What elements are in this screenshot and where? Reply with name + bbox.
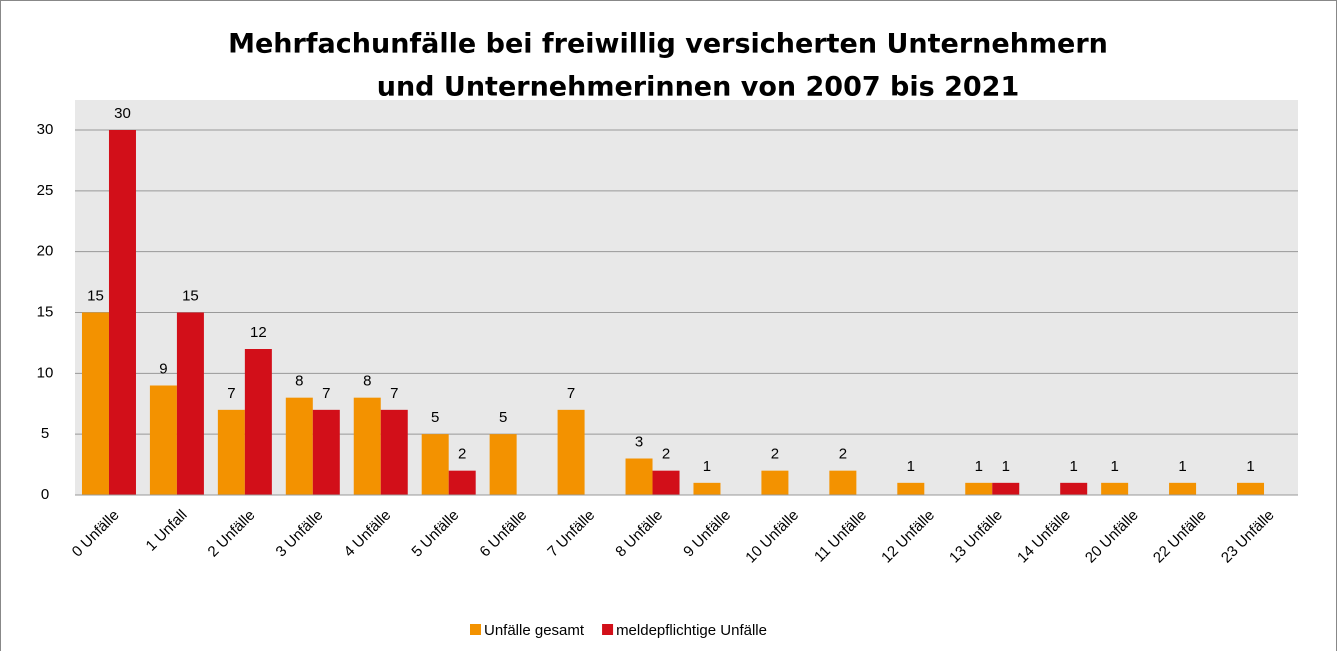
bar [625, 458, 653, 495]
legend-swatch [602, 624, 614, 635]
bar [992, 482, 1020, 495]
bar [557, 409, 585, 495]
bar [312, 409, 340, 495]
value-label: 1 [1002, 458, 1010, 475]
bar [217, 409, 245, 495]
y-tick-label: 5 [41, 425, 49, 442]
bar [176, 312, 204, 495]
value-label: 1 [1178, 458, 1186, 475]
bar [1169, 482, 1197, 495]
value-label: 12 [250, 324, 267, 341]
value-label: 8 [295, 373, 303, 390]
value-label: 1 [1246, 458, 1254, 475]
value-label: 7 [322, 385, 330, 402]
bar [1101, 482, 1129, 495]
value-label: 15 [182, 287, 199, 304]
legend-label: meldepflichtige Unfälle [616, 622, 767, 639]
value-label: 15 [87, 287, 104, 304]
value-label: 1 [907, 458, 915, 475]
value-label: 2 [458, 446, 466, 463]
bar [965, 482, 993, 495]
bar [761, 470, 789, 495]
bar [693, 482, 721, 495]
y-tick-label: 15 [37, 303, 54, 320]
value-label: 1 [1110, 458, 1118, 475]
value-label: 5 [431, 409, 439, 426]
y-tick-label: 25 [37, 182, 54, 199]
bar [1237, 482, 1265, 495]
bar [81, 312, 109, 495]
bar [149, 385, 177, 495]
bar [829, 470, 857, 495]
value-label: 8 [363, 373, 371, 390]
bar [380, 409, 408, 495]
value-label: 2 [771, 446, 779, 463]
chart-title: und Unternehmerinnen von 2007 bis 2021 [377, 72, 1020, 103]
y-tick-label: 10 [37, 364, 54, 381]
bar [1060, 482, 1088, 495]
bar [353, 397, 381, 495]
bar [285, 397, 313, 495]
bar [897, 482, 925, 495]
value-label: 2 [839, 446, 847, 463]
bar [244, 349, 272, 495]
legend-label: Unfälle gesamt [484, 622, 585, 639]
value-label: 7 [567, 385, 575, 402]
value-label: 1 [975, 458, 983, 475]
value-label: 2 [662, 446, 670, 463]
value-label: 3 [635, 433, 643, 450]
value-label: 1 [1070, 458, 1078, 475]
legend-swatch [470, 624, 481, 635]
y-tick-label: 0 [41, 486, 49, 503]
y-tick-label: 30 [37, 121, 54, 138]
bar [448, 470, 476, 495]
chart-title: Mehrfachunfälle bei freiwillig versicher… [228, 29, 1108, 60]
value-label: 5 [499, 409, 507, 426]
bar [421, 434, 449, 495]
value-label: 9 [159, 360, 167, 377]
bar [108, 130, 136, 495]
y-tick-label: 20 [37, 243, 54, 260]
value-label: 7 [227, 385, 235, 402]
value-label: 1 [703, 458, 711, 475]
bar [489, 434, 517, 495]
plot-area [75, 100, 1298, 495]
value-label: 30 [114, 105, 131, 122]
value-label: 7 [390, 385, 398, 402]
bar [652, 470, 680, 495]
